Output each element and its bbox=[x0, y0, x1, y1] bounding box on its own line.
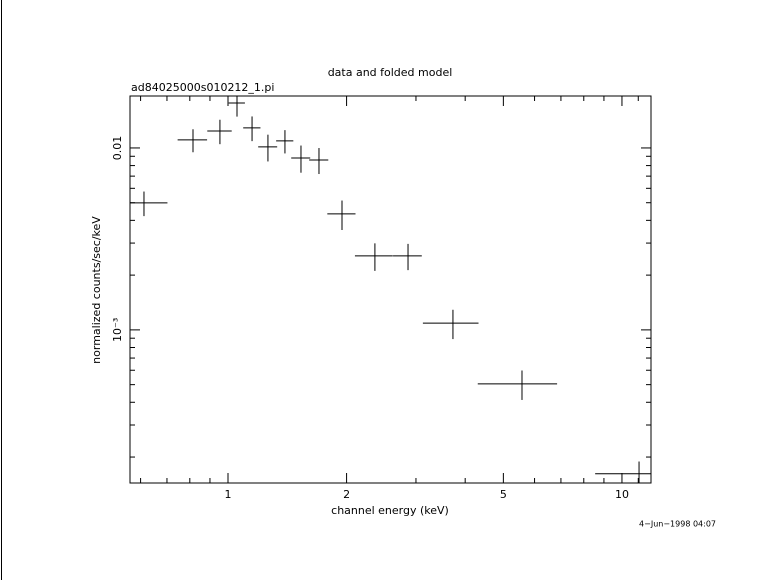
x-tick-label: 1 bbox=[224, 488, 231, 501]
x-tick-label: 10 bbox=[615, 488, 629, 501]
data-layer bbox=[130, 96, 651, 483]
x-tick-label: 2 bbox=[343, 488, 350, 501]
timestamp: 4−Jun−1998 04:07 bbox=[639, 520, 716, 529]
chart-title: data and folded model bbox=[328, 66, 453, 79]
x-tick-label: 5 bbox=[500, 488, 507, 501]
y-axis-label: normalized counts/sec/keV bbox=[90, 216, 103, 364]
plot-frame bbox=[129, 95, 652, 484]
y-tick-label: 0.01 bbox=[111, 136, 124, 161]
y-tick-label: 10⁻³ bbox=[111, 318, 124, 342]
x-axis-label: channel energy (keV) bbox=[331, 504, 449, 517]
chart-subtitle: ad84025000s010212_1.pi bbox=[131, 81, 274, 94]
